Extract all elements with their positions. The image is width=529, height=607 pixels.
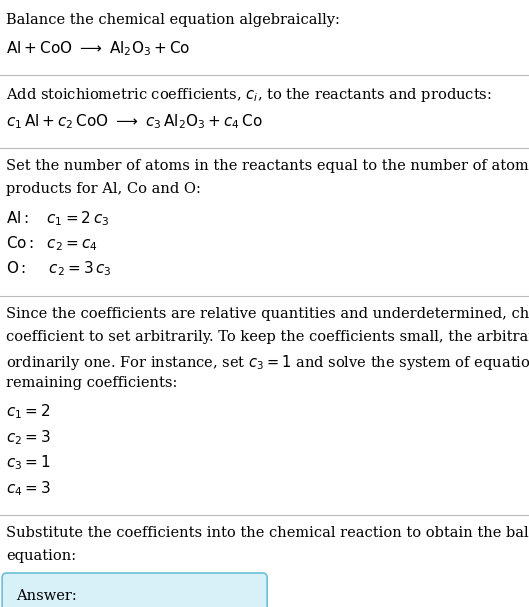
Text: Since the coefficients are relative quantities and underdetermined, choose a: Since the coefficients are relative quan… bbox=[6, 307, 529, 320]
Text: Answer:: Answer: bbox=[16, 589, 77, 603]
Text: Balance the chemical equation algebraically:: Balance the chemical equation algebraica… bbox=[6, 13, 340, 27]
Text: Add stoichiometric coefficients, $c_i$, to the reactants and products:: Add stoichiometric coefficients, $c_i$, … bbox=[6, 86, 492, 104]
Text: coefficient to set arbitrarily. To keep the coefficients small, the arbitrary va: coefficient to set arbitrarily. To keep … bbox=[6, 330, 529, 344]
Text: $c_2 = 3$: $c_2 = 3$ bbox=[6, 428, 51, 447]
Text: $\mathrm{Co{:}}\ \ c_2 = c_4$: $\mathrm{Co{:}}\ \ c_2 = c_4$ bbox=[6, 234, 98, 253]
Text: $c_4 = 3$: $c_4 = 3$ bbox=[6, 479, 51, 498]
Text: $c_1\,\mathrm{Al} + c_2\,\mathrm{CoO}\ \longrightarrow\ c_3\,\mathrm{Al_2O_3} + : $c_1\,\mathrm{Al} + c_2\,\mathrm{CoO}\ \… bbox=[6, 112, 263, 131]
Text: ordinarily one. For instance, set $c_3 = 1$ and solve the system of equations fo: ordinarily one. For instance, set $c_3 =… bbox=[6, 353, 529, 371]
Text: Substitute the coefficients into the chemical reaction to obtain the balanced: Substitute the coefficients into the che… bbox=[6, 526, 529, 540]
FancyBboxPatch shape bbox=[2, 573, 267, 607]
Text: remaining coefficients:: remaining coefficients: bbox=[6, 376, 178, 390]
Text: products for Al, Co and O:: products for Al, Co and O: bbox=[6, 182, 201, 196]
Text: $c_3 = 1$: $c_3 = 1$ bbox=[6, 453, 51, 472]
Text: $c_1 = 2$: $c_1 = 2$ bbox=[6, 402, 51, 421]
Text: Set the number of atoms in the reactants equal to the number of atoms in the: Set the number of atoms in the reactants… bbox=[6, 159, 529, 173]
Text: equation:: equation: bbox=[6, 549, 77, 563]
Text: $\mathrm{Al{:}}\ \ \ c_1 = 2\,c_3$: $\mathrm{Al{:}}\ \ \ c_1 = 2\,c_3$ bbox=[6, 209, 110, 228]
Text: $\mathrm{O{:}}\ \ \ \ c_2 = 3\,c_3$: $\mathrm{O{:}}\ \ \ \ c_2 = 3\,c_3$ bbox=[6, 260, 112, 279]
Text: $\mathrm{Al} + \mathrm{CoO}\ \longrightarrow\ \mathrm{Al_2O_3} + \mathrm{Co}$: $\mathrm{Al} + \mathrm{CoO}\ \longrighta… bbox=[6, 39, 191, 58]
